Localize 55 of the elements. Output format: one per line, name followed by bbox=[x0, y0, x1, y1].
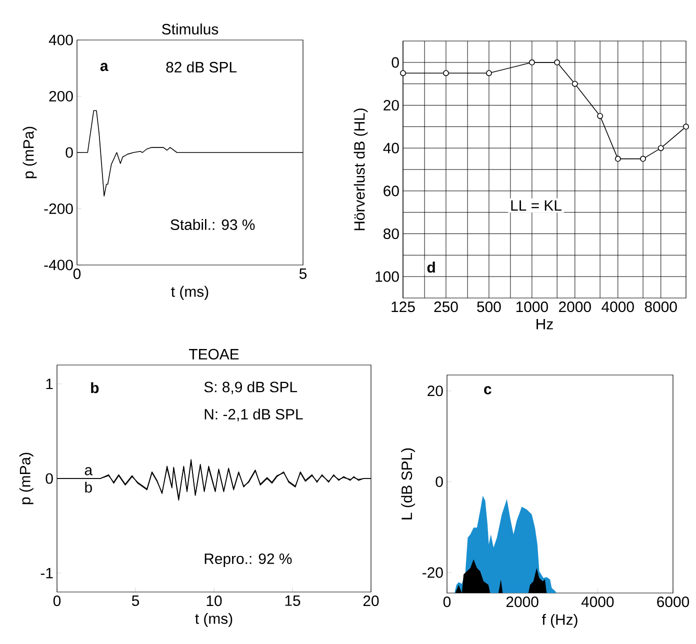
y-tick-label: 20 bbox=[428, 386, 443, 396]
y-tick-label: -1 bbox=[40, 568, 53, 578]
x-tick-label: 0 bbox=[443, 596, 451, 608]
y-tick-label: 100 bbox=[376, 271, 399, 282]
annotation: Repro.: 92 % bbox=[204, 553, 292, 567]
y-tick-label: 200 bbox=[49, 90, 73, 102]
chart-title: Stimulus bbox=[162, 24, 218, 34]
y-tick-label: 0 bbox=[436, 476, 443, 488]
x-tick-label: 2000 bbox=[506, 596, 538, 608]
y-tick-label: 60 bbox=[384, 186, 399, 196]
x-tick-label: 6000 bbox=[657, 596, 690, 608]
annotation: Stabil.: 93 % bbox=[170, 219, 255, 230]
annotation: 82 dB SPL bbox=[166, 62, 237, 72]
x-tick-label: 15 bbox=[285, 596, 300, 606]
y-tick-label: 40 bbox=[383, 142, 399, 154]
x-tick-label: 500 bbox=[477, 302, 501, 312]
y-tick-label: 80 bbox=[384, 228, 399, 240]
x-tick-label: 10 bbox=[206, 596, 222, 606]
annotation: c bbox=[484, 386, 492, 394]
x-tick-label: 1000 bbox=[516, 302, 548, 312]
x-tick-label: 2000 bbox=[559, 302, 591, 312]
x-axis-title: t (ms) bbox=[171, 286, 208, 300]
y-axis-title: Hörverlust dB (HL) bbox=[354, 108, 368, 230]
x-axis-title: t (ms) bbox=[195, 612, 232, 627]
x-tick-label: 125 bbox=[392, 302, 415, 312]
y-tick-label: -200 bbox=[44, 203, 73, 214]
y-tick-label: 1 bbox=[46, 378, 53, 390]
annotation: d bbox=[427, 262, 435, 273]
annotation: S: 8,9 dB SPL bbox=[204, 381, 297, 394]
x-axis-title: f (Hz) bbox=[542, 614, 578, 628]
series-label: b bbox=[85, 482, 92, 493]
chart-title: TEOAE bbox=[189, 348, 239, 360]
annotation: a bbox=[100, 62, 108, 72]
y-tick-label: 0 bbox=[46, 473, 53, 484]
y-axis-title: L (dB SPL) bbox=[401, 448, 416, 520]
x-tick-label: 4000 bbox=[581, 596, 614, 608]
y-tick-label: 0 bbox=[392, 57, 399, 68]
x-tick-label: 4000 bbox=[602, 302, 634, 312]
y-tick-label: 400 bbox=[48, 34, 73, 46]
y-axis-title: p (mPa) bbox=[22, 126, 37, 178]
x-tick-label: 20 bbox=[363, 596, 379, 606]
annotation: N: -2,1 dB SPL bbox=[204, 408, 303, 422]
y-tick-label: -400 bbox=[44, 260, 73, 270]
x-tick-label: 8000 bbox=[644, 302, 677, 312]
annotation: LL = KL bbox=[511, 200, 562, 211]
x-axis-title: Hz bbox=[536, 318, 553, 330]
y-tick-label: 20 bbox=[384, 100, 399, 111]
series-label: a bbox=[84, 467, 93, 476]
annotation: b bbox=[91, 382, 99, 394]
x-tick-label: 5 bbox=[132, 596, 140, 606]
x-tick-label: 5 bbox=[299, 268, 307, 279]
x-tick-label: 250 bbox=[434, 302, 458, 312]
y-tick-label: -20 bbox=[422, 567, 443, 578]
y-axis-title: p (mPa) bbox=[19, 452, 34, 504]
y-tick-label: 0 bbox=[66, 147, 73, 158]
